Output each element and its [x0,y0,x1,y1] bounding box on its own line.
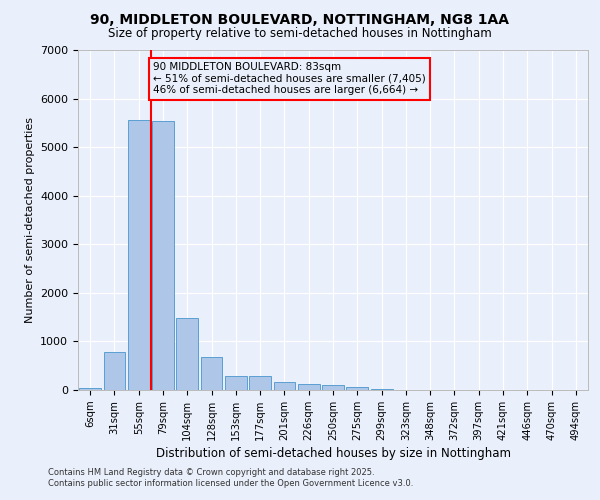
Text: 90 MIDDLETON BOULEVARD: 83sqm
← 51% of semi-detached houses are smaller (7,405)
: 90 MIDDLETON BOULEVARD: 83sqm ← 51% of s… [153,62,426,96]
Text: 90, MIDDLETON BOULEVARD, NOTTINGHAM, NG8 1AA: 90, MIDDLETON BOULEVARD, NOTTINGHAM, NG8… [91,12,509,26]
Bar [79,388,101,390]
Bar [274,382,295,390]
Bar [322,386,344,390]
Text: Contains HM Land Registry data © Crown copyright and database right 2025.
Contai: Contains HM Land Registry data © Crown c… [48,468,413,487]
Bar [152,121,174,390]
Y-axis label: Number of semi-detached properties: Number of semi-detached properties [25,117,35,323]
Bar [298,384,320,390]
Bar [104,352,125,390]
Bar [128,120,149,390]
Bar [176,318,198,390]
Bar [249,376,271,390]
Bar [346,387,368,390]
Bar [200,358,223,390]
Bar [371,388,392,390]
X-axis label: Distribution of semi-detached houses by size in Nottingham: Distribution of semi-detached houses by … [155,447,511,460]
Text: Size of property relative to semi-detached houses in Nottingham: Size of property relative to semi-detach… [108,28,492,40]
Bar [225,376,247,390]
